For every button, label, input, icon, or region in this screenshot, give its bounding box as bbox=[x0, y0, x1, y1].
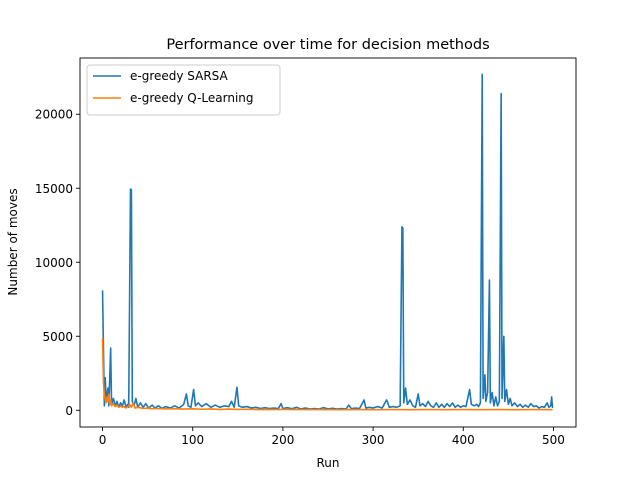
chart-title: Performance over time for decision metho… bbox=[166, 37, 489, 53]
y-tick-label: 20000 bbox=[35, 108, 73, 122]
y-tick-label: 10000 bbox=[35, 256, 73, 270]
y-tick-label: 0 bbox=[65, 404, 73, 418]
x-tick-label: 200 bbox=[271, 433, 294, 447]
x-tick-label: 100 bbox=[181, 433, 204, 447]
plot-frame bbox=[79, 57, 577, 428]
legend-label-sarsa: e-greedy SARSA bbox=[130, 69, 229, 83]
x-axis-label: Run bbox=[316, 456, 339, 470]
y-tick-label: 5000 bbox=[42, 330, 73, 344]
y-axis-label: Number of moves bbox=[6, 188, 20, 295]
x-tick-label: 400 bbox=[452, 433, 475, 447]
y-axis: 0 5000 10000 15000 20000 bbox=[35, 108, 80, 418]
x-axis: 0 100 200 300 400 500 bbox=[99, 427, 565, 447]
y-tick-label: 15000 bbox=[35, 182, 73, 196]
legend-box bbox=[86, 64, 281, 116]
legend: e-greedy SARSA e-greedy Q-Learning bbox=[86, 64, 281, 116]
x-tick-label: 300 bbox=[362, 433, 385, 447]
plot-lines bbox=[101, 73, 554, 411]
x-tick-label: 500 bbox=[542, 433, 565, 447]
legend-label-qlearning: e-greedy Q-Learning bbox=[130, 91, 254, 105]
x-tick-label: 0 bbox=[99, 433, 107, 447]
series-line-1 bbox=[101, 337, 553, 411]
